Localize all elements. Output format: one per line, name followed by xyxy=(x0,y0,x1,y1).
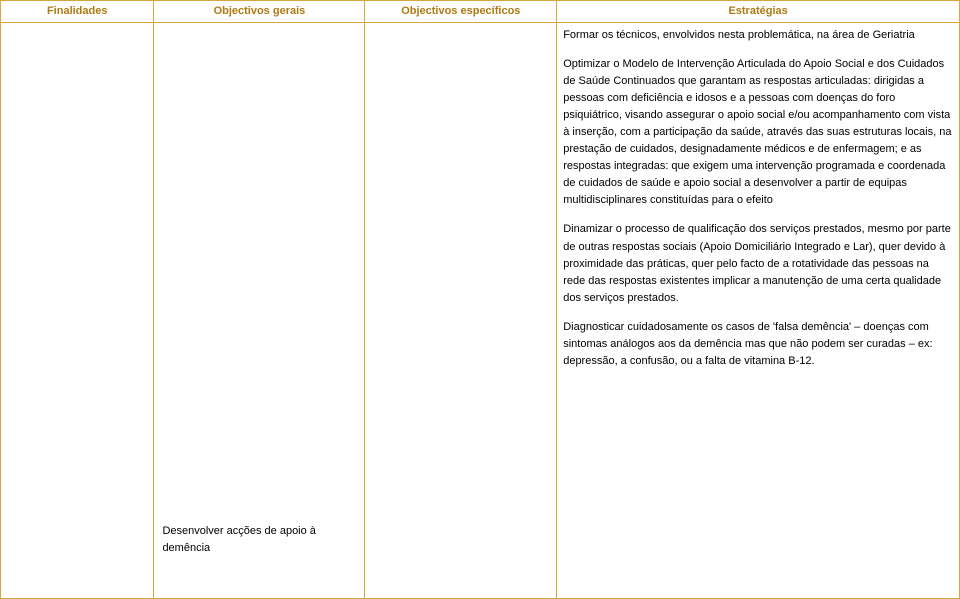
table-row: Desenvolver acções de apoio à demência F… xyxy=(1,23,960,599)
table-header-row: Finalidades Objectivos gerais Objectivos… xyxy=(1,1,960,23)
estrategia-paragraph: Diagnosticar cuidadosamente os casos de … xyxy=(563,319,953,370)
cell-objectivos-gerais: Desenvolver acções de apoio à demência xyxy=(154,23,365,599)
header-finalidades: Finalidades xyxy=(1,1,154,23)
planning-table: Finalidades Objectivos gerais Objectivos… xyxy=(0,0,960,599)
page-container: Finalidades Objectivos gerais Objectivos… xyxy=(0,0,960,599)
estrategia-paragraph: Formar os técnicos, envolvidos nesta pro… xyxy=(563,27,953,44)
cell-objectivos-especificos xyxy=(365,23,557,599)
cell-finalidades xyxy=(1,23,154,599)
estrategia-paragraph: Dinamizar o processo de qualificação dos… xyxy=(563,221,953,306)
header-objectivos-especificos: Objectivos específicos xyxy=(365,1,557,23)
header-objectivos-gerais: Objectivos gerais xyxy=(154,1,365,23)
cell-estrategias: Formar os técnicos, envolvidos nesta pro… xyxy=(557,23,960,599)
estrategia-paragraph: Optimizar o Modelo de Intervenção Articu… xyxy=(563,56,953,209)
header-estrategias: Estratégias xyxy=(557,1,960,23)
